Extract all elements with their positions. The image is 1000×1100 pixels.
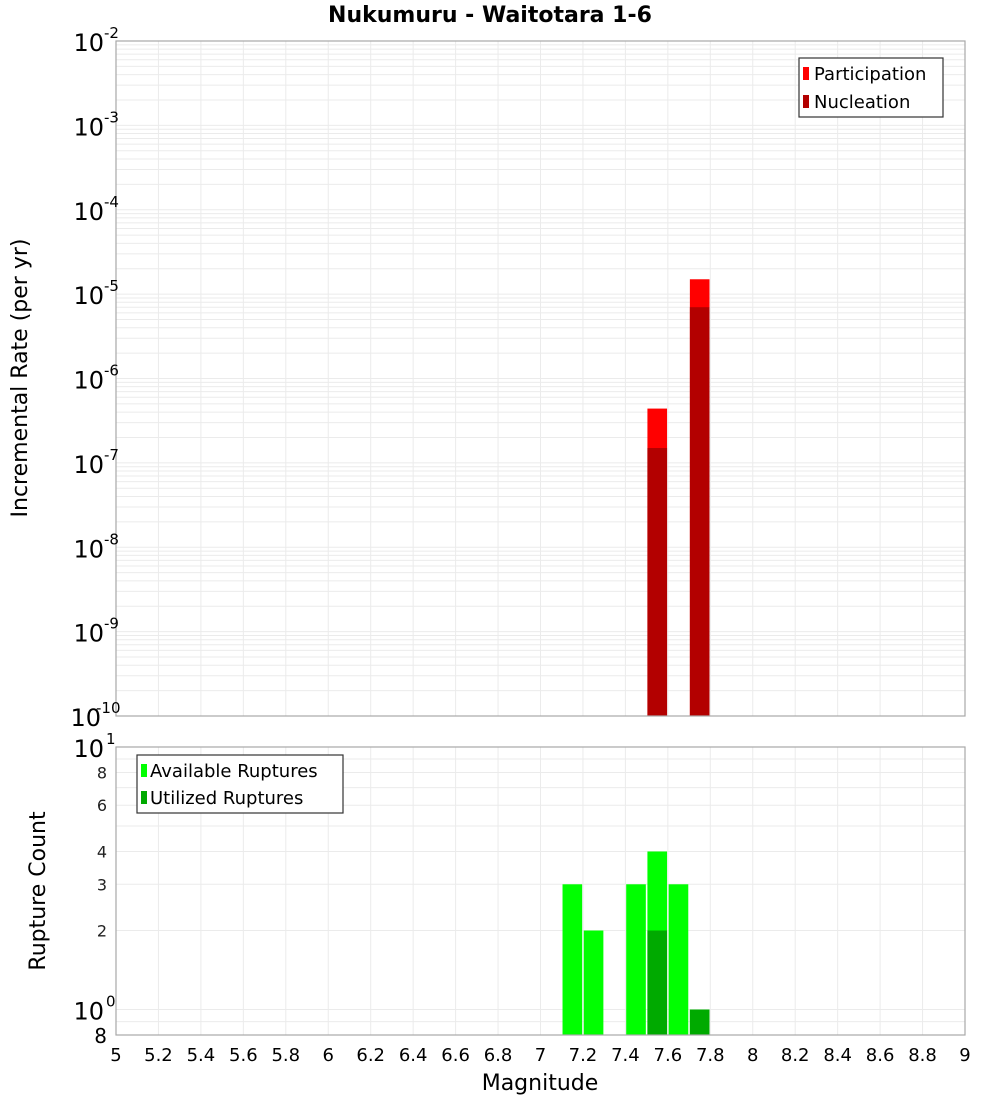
y-tick-label: 3 xyxy=(97,875,107,894)
legend-swatch-available xyxy=(141,764,147,777)
legend-top: Participation Nucleation xyxy=(798,57,944,118)
x-tick-label: 5 xyxy=(110,1045,121,1066)
x-tick-label: 8.6 xyxy=(866,1045,895,1066)
y-tick-label: 10 xyxy=(73,735,104,763)
y-tick-label: 10 xyxy=(73,998,104,1026)
x-axis-label: Magnitude xyxy=(482,1071,599,1096)
y-tick-label: 10 xyxy=(73,198,104,226)
top-plot-frame xyxy=(115,40,966,717)
y-tick-exponent: -9 xyxy=(104,615,119,633)
y-tick-label: 10 xyxy=(73,451,104,479)
y-tick-exponent: -6 xyxy=(104,362,119,380)
y-tick-exponent: -5 xyxy=(104,277,119,295)
x-tick-label: 6.2 xyxy=(356,1045,385,1066)
x-tick-label: 6.4 xyxy=(399,1045,428,1066)
y-tick-exponent: 1 xyxy=(106,730,116,748)
x-tick-label: 8.4 xyxy=(823,1045,852,1066)
x-tick-label: 9 xyxy=(959,1045,970,1066)
x-tick-label: 5.8 xyxy=(271,1045,300,1066)
x-tick-label: 5.4 xyxy=(187,1045,216,1066)
x-tick-label: 6 xyxy=(323,1045,334,1066)
top-grid xyxy=(115,41,966,717)
x-tick-label: 8.2 xyxy=(781,1045,810,1066)
y-tick-exponent: -10 xyxy=(96,699,121,717)
bar-available-ruptures xyxy=(562,884,583,1035)
y-tick-exponent: 0 xyxy=(106,993,116,1011)
x-ticks: 5 5.2 5.4 5.6 5.8 6 6.2 6.4 6.6 6.8 7 7.2 7.4 7.6 7.8 8… xyxy=(110,1045,970,1066)
legend-swatch-participation xyxy=(803,67,809,80)
legend-bottom-box xyxy=(136,754,344,814)
y-tick-exponent: -2 xyxy=(104,24,119,42)
bottom-y-axis-label: Rupture Count xyxy=(26,811,51,971)
y-tick-exponent: -8 xyxy=(104,530,119,548)
legend-swatch-utilized xyxy=(141,791,147,804)
y-tick-label: 4 xyxy=(97,842,107,861)
y-tick-exponent: -3 xyxy=(104,108,119,126)
y-tick-label: 10 xyxy=(70,704,101,732)
y-tick-label: 10 xyxy=(73,113,104,141)
x-tick-label: 5.6 xyxy=(229,1045,258,1066)
legend-top-box xyxy=(798,57,944,118)
legend-label-utilized: Utilized Ruptures xyxy=(150,788,303,809)
legend-label-available: Available Ruptures xyxy=(150,761,318,782)
y-tick-label: 10 xyxy=(73,620,104,648)
x-tick-label: 5.2 xyxy=(144,1045,173,1066)
top-bars xyxy=(647,279,710,716)
legend-label-nucleation: Nucleation xyxy=(814,92,910,113)
bar-nucleation xyxy=(647,448,668,716)
bar-nucleation xyxy=(689,307,710,716)
top-y-ticks: 10-210-310-410-510-610-710-810 -910-10 xyxy=(70,24,120,732)
x-tick-label: 6.8 xyxy=(484,1045,513,1066)
legend-label-participation: Participation xyxy=(814,64,926,85)
y-tick-exponent: -4 xyxy=(104,193,119,211)
y-tick-exponent: -7 xyxy=(104,446,119,464)
y-tick-label: 10 xyxy=(73,29,104,57)
x-tick-label: 7.6 xyxy=(654,1045,683,1066)
bar-utilized-ruptures xyxy=(689,1009,710,1035)
x-tick-label: 7.2 xyxy=(569,1045,598,1066)
x-tick-label: 7.4 xyxy=(611,1045,640,1066)
bar-available-ruptures xyxy=(668,884,689,1035)
y-tick-label: 6 xyxy=(97,796,107,815)
y-tick-label: 2 xyxy=(97,922,107,941)
y-tick-label: 10 xyxy=(73,535,104,563)
bar-available-ruptures xyxy=(626,884,646,1035)
bar-available-ruptures xyxy=(583,930,604,1035)
chart-title: Nukumuru - Waitotara 1-6 xyxy=(328,3,652,28)
x-tick-label: 8.8 xyxy=(908,1045,937,1066)
y-tick-label: 10 xyxy=(73,367,104,395)
x-tick-label: 8 xyxy=(747,1045,758,1066)
bottom-bars xyxy=(562,851,710,1035)
x-tick-label: 7.8 xyxy=(696,1045,725,1066)
x-tick-label: 6.6 xyxy=(441,1045,470,1066)
y-tick-label: 8 xyxy=(94,1024,107,1048)
y-tick-label: 10 xyxy=(73,282,104,310)
top-y-axis-label: Incremental Rate (per yr) xyxy=(8,239,33,518)
top-plot-rate: 10-210-310-410-510-610-710-810 -910-10 In… xyxy=(8,24,966,732)
legend-bottom: Available Ruptures Utilized Ruptures xyxy=(136,754,344,814)
x-tick-label: 7 xyxy=(535,1045,546,1066)
bar-utilized-ruptures xyxy=(647,930,668,1035)
bottom-plot-frame xyxy=(115,746,966,1036)
y-tick-label: 8 xyxy=(97,763,107,782)
legend-swatch-nucleation xyxy=(803,95,809,108)
